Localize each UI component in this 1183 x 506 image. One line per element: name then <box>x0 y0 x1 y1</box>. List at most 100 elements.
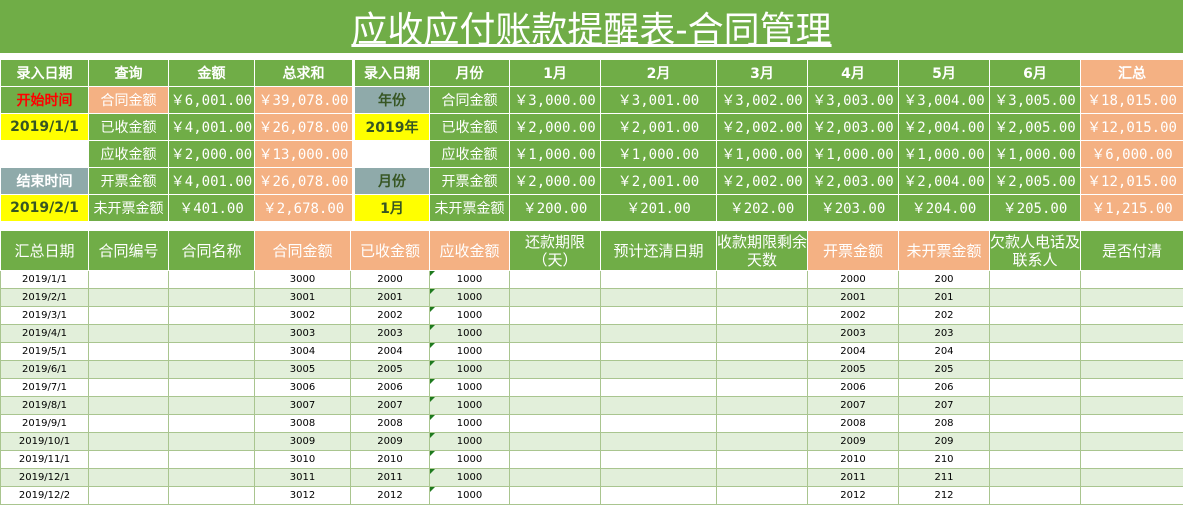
table-cell[interactable] <box>600 450 717 469</box>
table-cell[interactable] <box>509 342 601 361</box>
table-cell[interactable]: 2000 <box>807 270 899 289</box>
table-cell[interactable] <box>168 468 255 487</box>
table-cell[interactable]: 204 <box>898 342 990 361</box>
table-cell[interactable]: 2004 <box>350 342 430 361</box>
table-cell[interactable]: 2019/12/1 <box>0 468 89 487</box>
table-cell[interactable] <box>509 450 601 469</box>
table-cell[interactable] <box>989 270 1081 289</box>
table-cell[interactable] <box>1080 432 1183 451</box>
table-cell[interactable]: 3011 <box>254 468 351 487</box>
table-cell[interactable] <box>989 378 1081 397</box>
table-cell[interactable] <box>88 270 169 289</box>
table-cell[interactable]: 2019/2/1 <box>0 288 89 307</box>
table-cell[interactable]: 202 <box>898 306 990 325</box>
table-cell[interactable]: 3008 <box>254 414 351 433</box>
table-cell[interactable]: 3001 <box>254 288 351 307</box>
table-cell[interactable] <box>168 306 255 325</box>
table-cell[interactable]: 2019/5/1 <box>0 342 89 361</box>
table-cell[interactable] <box>88 360 169 379</box>
table-cell[interactable] <box>168 432 255 451</box>
table-cell[interactable] <box>716 432 808 451</box>
table-cell[interactable] <box>989 432 1081 451</box>
table-cell[interactable]: 1000 <box>429 378 510 397</box>
table-cell[interactable]: 2000 <box>350 270 430 289</box>
table-cell[interactable]: 2019/3/1 <box>0 306 89 325</box>
table-cell[interactable]: 209 <box>898 432 990 451</box>
table-cell[interactable] <box>88 432 169 451</box>
table-cell[interactable] <box>168 414 255 433</box>
table-cell[interactable]: 3006 <box>254 378 351 397</box>
table-cell[interactable] <box>600 468 717 487</box>
table-cell[interactable]: 1000 <box>429 288 510 307</box>
table-cell[interactable]: 2001 <box>807 288 899 307</box>
table-cell[interactable] <box>989 396 1081 415</box>
table-cell[interactable] <box>716 396 808 415</box>
table-cell[interactable] <box>716 342 808 361</box>
table-cell[interactable]: 1000 <box>429 360 510 379</box>
table-cell[interactable] <box>88 486 169 505</box>
table-cell[interactable] <box>88 468 169 487</box>
table-cell[interactable] <box>1080 450 1183 469</box>
table-cell[interactable] <box>989 486 1081 505</box>
table-cell[interactable] <box>600 432 717 451</box>
table-cell[interactable]: 2019/11/1 <box>0 450 89 469</box>
table-cell[interactable] <box>716 468 808 487</box>
table-cell[interactable] <box>1080 486 1183 505</box>
table-cell[interactable]: 208 <box>898 414 990 433</box>
table-cell[interactable]: 2007 <box>350 396 430 415</box>
table-cell[interactable] <box>1080 288 1183 307</box>
table-cell[interactable] <box>168 360 255 379</box>
table-cell[interactable]: 2005 <box>350 360 430 379</box>
table-cell[interactable]: 2003 <box>350 324 430 343</box>
table-cell[interactable] <box>509 306 601 325</box>
table-cell[interactable] <box>600 306 717 325</box>
table-cell[interactable]: 2005 <box>807 360 899 379</box>
table-cell[interactable]: 2009 <box>350 432 430 451</box>
table-cell[interactable] <box>1080 414 1183 433</box>
table-cell[interactable] <box>168 486 255 505</box>
table-cell[interactable] <box>989 342 1081 361</box>
table-cell[interactable]: 1000 <box>429 414 510 433</box>
table-cell[interactable] <box>168 396 255 415</box>
table-cell[interactable]: 2009 <box>807 432 899 451</box>
table-cell[interactable]: 2010 <box>807 450 899 469</box>
table-cell[interactable] <box>600 486 717 505</box>
table-cell[interactable] <box>989 288 1081 307</box>
table-cell[interactable] <box>88 306 169 325</box>
table-cell[interactable] <box>168 342 255 361</box>
table-cell[interactable] <box>88 414 169 433</box>
table-cell[interactable]: 200 <box>898 270 990 289</box>
table-cell[interactable] <box>600 360 717 379</box>
table-cell[interactable]: 212 <box>898 486 990 505</box>
table-cell[interactable]: 1000 <box>429 450 510 469</box>
table-cell[interactable]: 2019/8/1 <box>0 396 89 415</box>
table-cell[interactable]: 2008 <box>350 414 430 433</box>
table-cell[interactable] <box>168 270 255 289</box>
table-cell[interactable]: 1000 <box>429 324 510 343</box>
table-cell[interactable] <box>509 468 601 487</box>
table-cell[interactable]: 207 <box>898 396 990 415</box>
table-cell[interactable] <box>168 324 255 343</box>
table-cell[interactable]: 205 <box>898 360 990 379</box>
table-cell[interactable]: 3003 <box>254 324 351 343</box>
table-cell[interactable]: 3005 <box>254 360 351 379</box>
table-cell[interactable]: 3002 <box>254 306 351 325</box>
table-cell[interactable] <box>509 288 601 307</box>
table-cell[interactable] <box>509 324 601 343</box>
table-cell[interactable]: 2006 <box>807 378 899 397</box>
table-cell[interactable] <box>1080 378 1183 397</box>
table-cell[interactable] <box>989 360 1081 379</box>
table-cell[interactable]: 2003 <box>807 324 899 343</box>
table-cell[interactable] <box>1080 342 1183 361</box>
year-input[interactable]: 2019年 <box>354 113 430 141</box>
table-cell[interactable] <box>716 306 808 325</box>
table-cell[interactable] <box>168 450 255 469</box>
table-cell[interactable] <box>716 288 808 307</box>
table-cell[interactable]: 1000 <box>429 396 510 415</box>
table-cell[interactable]: 3004 <box>254 342 351 361</box>
table-cell[interactable]: 3012 <box>254 486 351 505</box>
table-cell[interactable]: 2019/1/1 <box>0 270 89 289</box>
table-cell[interactable]: 3010 <box>254 450 351 469</box>
table-cell[interactable]: 1000 <box>429 468 510 487</box>
table-cell[interactable] <box>600 270 717 289</box>
